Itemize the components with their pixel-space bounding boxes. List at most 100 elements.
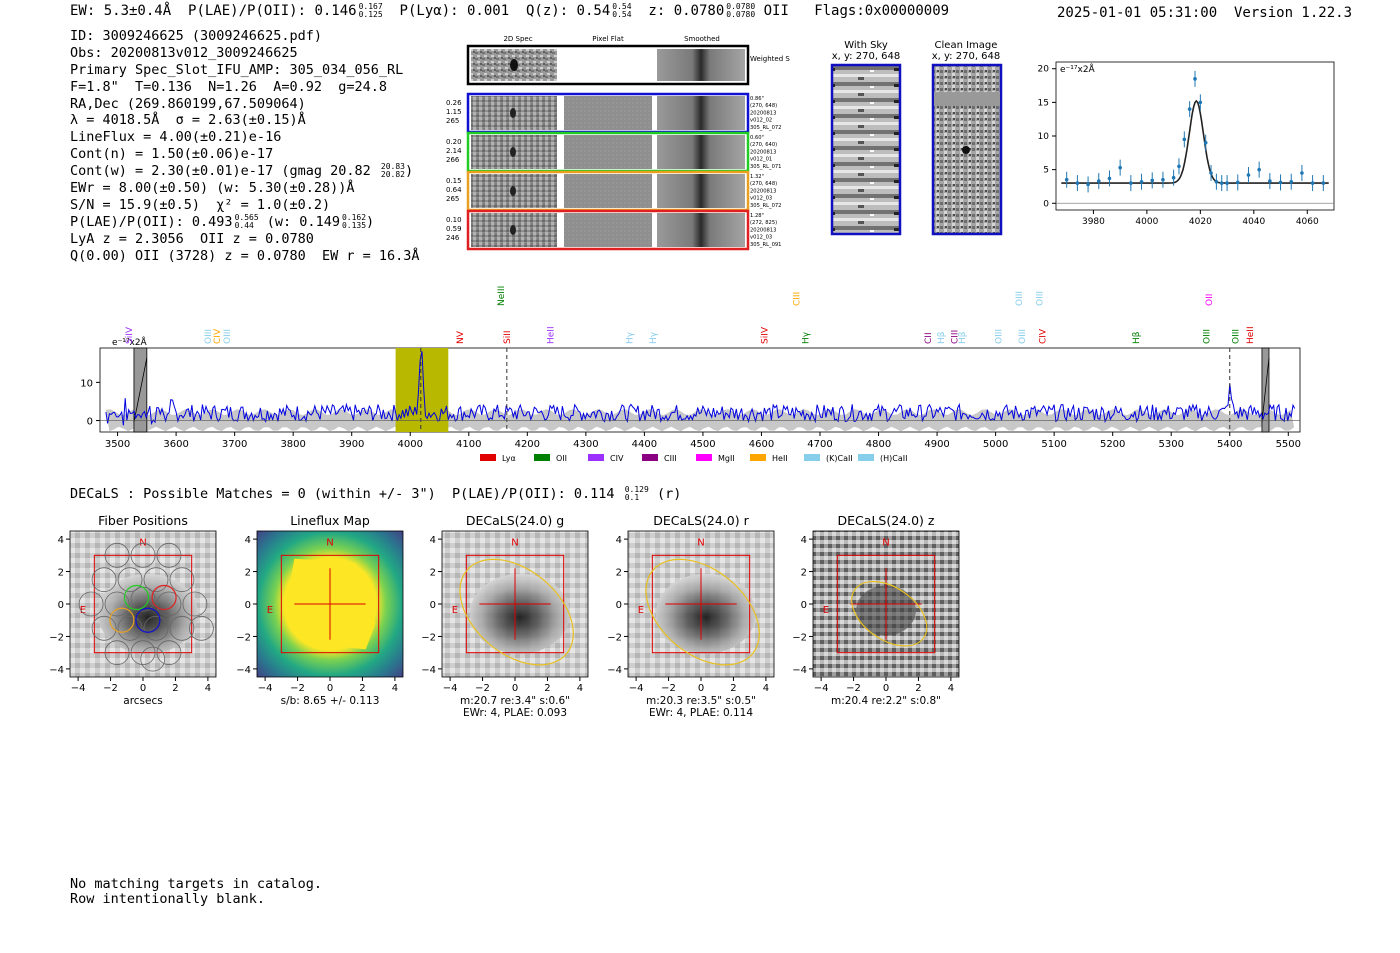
spectrum-line-label: CIV xyxy=(1038,328,1048,344)
cutout-row-right-value: 305_RL_071 xyxy=(750,164,782,170)
panel-x-tick-label: 4 xyxy=(948,683,954,694)
fiber-highlight-orange xyxy=(109,607,135,633)
info-plae-hi: 0.565 xyxy=(234,212,259,222)
panel-x-tick-label: −2 xyxy=(290,683,305,694)
spectrum-hatch-line xyxy=(1261,357,1270,423)
cutout-smoothed xyxy=(657,96,745,130)
panel-x-tick-label: −2 xyxy=(475,683,490,694)
with-sky-image xyxy=(830,63,902,236)
panel-caption: s/b: 8.65 +/- 0.113 xyxy=(281,695,380,707)
panel-x-tick-label: −4 xyxy=(443,683,458,694)
cutout-row-left-value: 1.15 xyxy=(446,108,462,116)
info-radec: RA,Dec (269.860199,67.509064) xyxy=(70,95,306,112)
spectrum-line-label: OIII xyxy=(1018,329,1028,344)
zoom-data-point xyxy=(1150,178,1155,183)
spectrum-line-label: HeII xyxy=(547,326,557,344)
spectrum-line-label: CIII xyxy=(793,292,803,306)
spectrum-x-tick-label: 4900 xyxy=(924,439,949,450)
panel-y-tick-label: 2 xyxy=(430,568,436,579)
info-obs: Obs: 20200813v012_3009246625 xyxy=(70,44,298,61)
header-plae: P(LAE)/P(OII): 0.146 xyxy=(188,3,357,19)
panel-y-tick-label: 2 xyxy=(616,568,622,579)
weighted-sum-label: Weighted Sum xyxy=(750,55,790,63)
weighted-sum-emission-blob xyxy=(510,59,518,71)
spectrum-legend-label: CIII xyxy=(664,454,677,463)
zoom-data-point xyxy=(1177,164,1181,169)
panel-y-tick-label: −2 xyxy=(49,632,64,643)
panel-x-tick-label: 0 xyxy=(883,683,889,694)
panel-y-tick-label: −4 xyxy=(607,665,622,676)
cutout-row-left-value: 0.10 xyxy=(446,216,462,224)
spectrum-line-label: HeII xyxy=(1246,326,1256,344)
footer-line-2: Row intentionally blank. xyxy=(70,891,266,907)
panel-x-tick-label: 0 xyxy=(327,683,333,694)
fiber-circle xyxy=(117,615,143,641)
spectrum-line-label: CIV xyxy=(213,328,223,344)
cutout-pixelflat xyxy=(564,174,652,208)
cutout-pixelflat xyxy=(564,213,652,247)
spectrum-legend-swatch xyxy=(534,454,550,461)
panel-y-tick-label: −2 xyxy=(421,632,436,643)
panel-y-tick-label: −4 xyxy=(49,665,64,676)
aperture-box xyxy=(280,554,380,654)
fiber-circle xyxy=(156,640,182,666)
fiber-circle xyxy=(130,542,156,568)
panel-x-tick-label: 4 xyxy=(205,683,211,694)
zoom-y-tick-label: 10 xyxy=(1038,132,1050,142)
zoom-data-point xyxy=(1257,167,1261,172)
panel-y-tick-label: −4 xyxy=(236,665,251,676)
spectrum-legend-swatch xyxy=(696,454,712,461)
zoom-data-point xyxy=(1182,137,1187,142)
spectrum-legend-label: (K)CaII xyxy=(826,454,853,463)
fiber-circle xyxy=(143,567,169,593)
zoom-x-tick-label: 4040 xyxy=(1242,217,1265,227)
footer-line-1: No matching targets in catalog. xyxy=(70,876,322,892)
cutout-row-right-value: 305_RL_091 xyxy=(750,242,782,248)
spectrum-x-tick-label: 3700 xyxy=(222,439,247,450)
galaxy-blob xyxy=(655,573,756,654)
zoom-data-point xyxy=(1193,77,1197,81)
fiber-highlight-green xyxy=(123,584,150,611)
spectrum-legend-label: MgII xyxy=(718,454,735,463)
panel-x-tick-label: 2 xyxy=(915,683,921,694)
cutout-emission-blob xyxy=(510,108,516,118)
spectrum-line-label: NV xyxy=(456,330,466,344)
east-label: E xyxy=(452,605,458,616)
panel-x-tick-label: −2 xyxy=(846,683,861,694)
spectrum-x-tick-label: 4300 xyxy=(573,439,598,450)
zoom-data-point xyxy=(1075,181,1080,185)
fiber-highlight-red xyxy=(151,584,177,611)
panel-title: DECaLS(24.0) z xyxy=(838,513,935,528)
spectrum-line-label: Hβ xyxy=(958,331,968,344)
panel-caption: m:20.4 re:2.2" s:0.8" xyxy=(831,695,941,707)
east-label: E xyxy=(80,605,86,616)
weighted-sum-smoothed xyxy=(657,49,745,81)
cutout-row-left-value: 0.59 xyxy=(446,225,462,233)
spectrum-x-tick-label: 5300 xyxy=(1158,439,1183,450)
info-plae-w-lo: 0.135 xyxy=(341,220,367,230)
clean-image-title: Clean Image xyxy=(935,40,998,51)
spectrum-x-tick-label: 4600 xyxy=(749,439,774,450)
zoom-data-point xyxy=(1289,179,1294,184)
cutout-smoothed xyxy=(657,135,745,169)
sky-cutouts: With Sky x, y: 270, 648 Clean Image x, y… xyxy=(830,40,1003,236)
panel-y-tick-label: 4 xyxy=(801,535,807,546)
panel-y-tick-label: 2 xyxy=(58,568,64,579)
cutout-row-right-value: (270, 640) xyxy=(750,142,777,148)
zoom-y-tick-label: 15 xyxy=(1038,98,1049,108)
panel-x-tick-label: −4 xyxy=(71,683,86,694)
spectrum-line-label: OIII xyxy=(994,329,1004,344)
spectrum-flux-line xyxy=(105,351,1296,426)
spectrum-y-tick-label: 10 xyxy=(80,378,93,389)
fiber-circle xyxy=(104,591,130,617)
zoom-line-fit-chart: e⁻¹⁷x2Å 3980 4000 4020 4040 4060 0 5 10 15 20 xyxy=(1038,61,1335,227)
spectrum-x-tick-label: 3900 xyxy=(339,439,364,450)
spectrum-y-tick-label: 0 xyxy=(87,417,93,428)
cutout-row-left-value: 0.15 xyxy=(446,177,462,185)
cutout-row-left-value: 0.26 xyxy=(446,99,462,107)
fiber-circle xyxy=(156,542,182,568)
spectrum-legend-swatch xyxy=(750,454,766,461)
info-plae-w-hi: 0.162 xyxy=(341,212,367,222)
spectrum-x-tick-label: 5400 xyxy=(1217,439,1242,450)
panel-caption-2: EWr: 4, PLAE: 0.093 xyxy=(463,707,567,719)
